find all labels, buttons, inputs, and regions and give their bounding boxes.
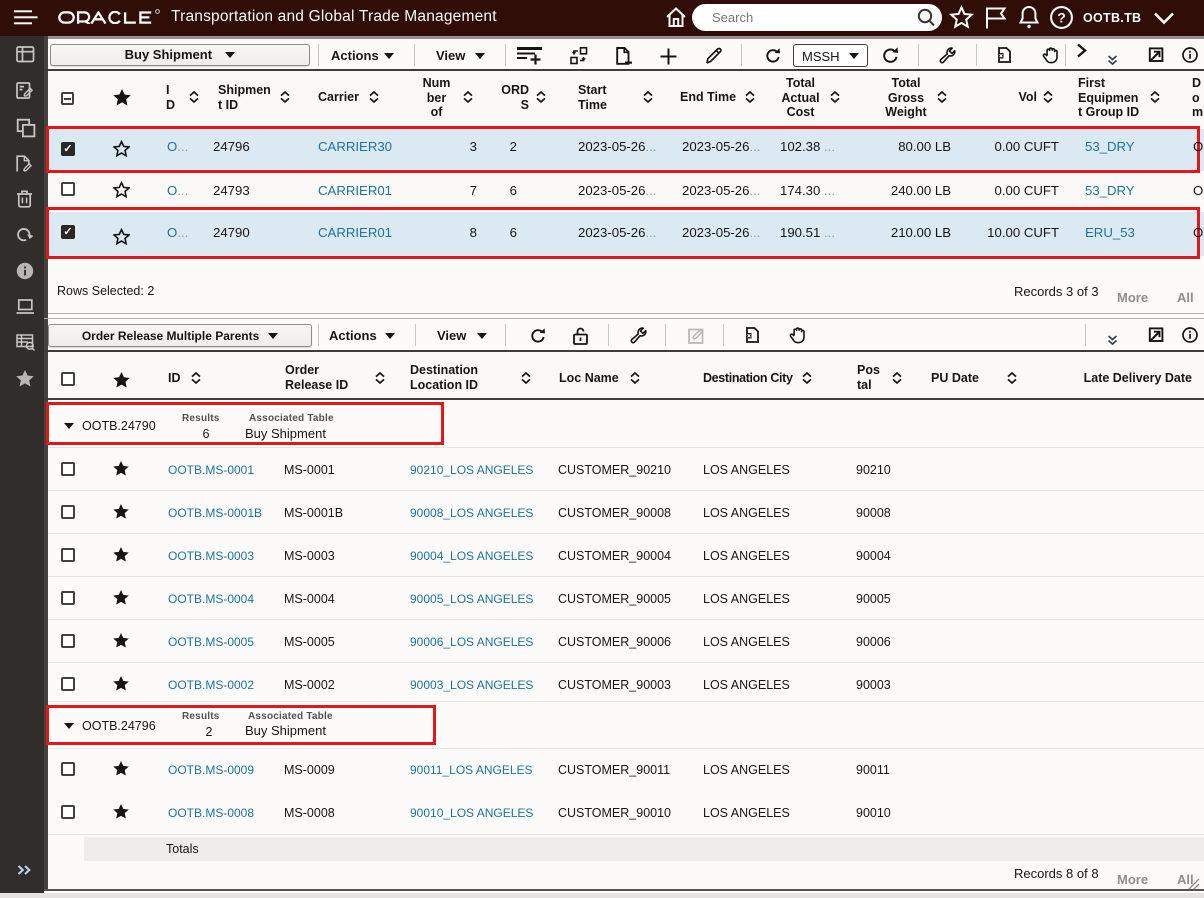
svg-text:?: ? [1057, 9, 1066, 25]
